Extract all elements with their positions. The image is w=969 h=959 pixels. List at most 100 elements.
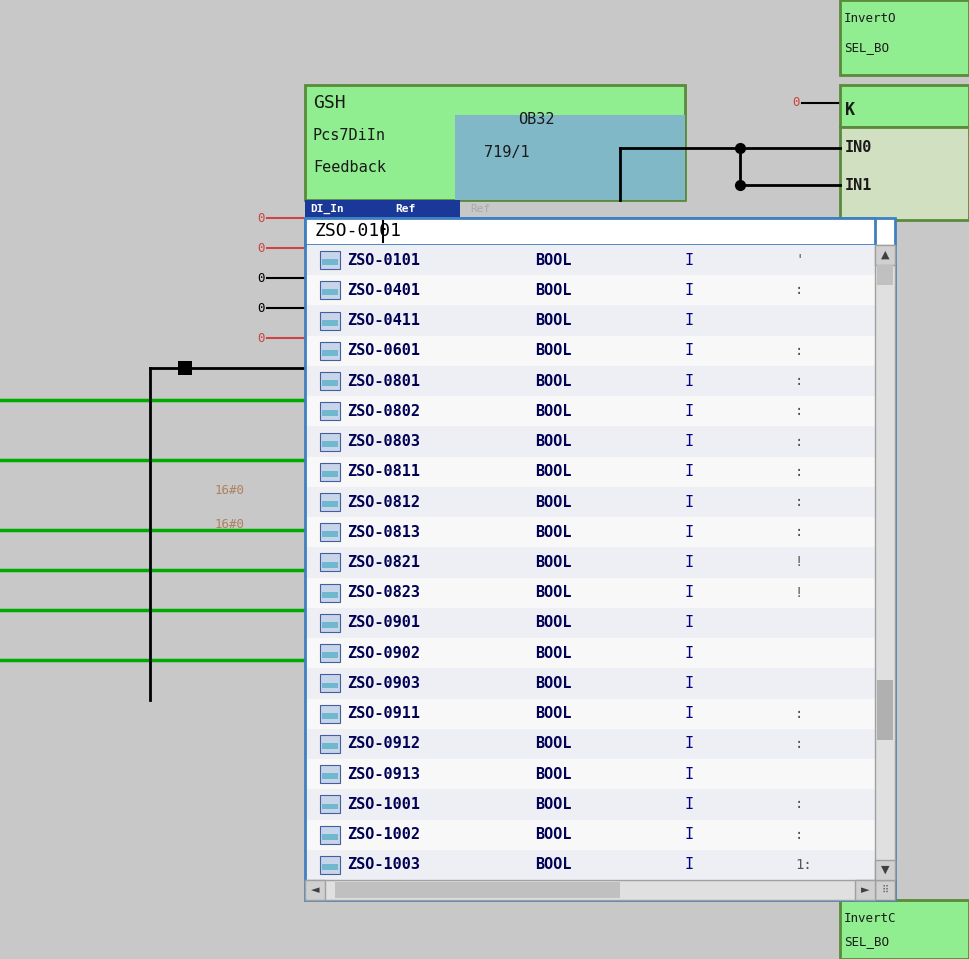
Text: :: :	[795, 707, 803, 721]
Text: DI_In: DI_In	[310, 204, 344, 214]
Text: BOOL: BOOL	[535, 525, 572, 540]
Bar	[875, 880, 895, 900]
Text: I: I	[685, 525, 694, 540]
Text: BOOL: BOOL	[535, 766, 572, 782]
Bar	[320, 765, 340, 784]
Bar	[305, 880, 875, 900]
Text: ZSO-0101: ZSO-0101	[315, 222, 402, 241]
Text: I: I	[685, 404, 694, 419]
Bar	[307, 668, 875, 698]
Bar	[307, 577, 875, 608]
Text: ZSO-0813: ZSO-0813	[347, 525, 420, 540]
Text: 1:: 1:	[795, 858, 812, 872]
Text: ▼: ▼	[881, 865, 890, 875]
Text: ZSO-0901: ZSO-0901	[347, 616, 420, 630]
Text: BOOL: BOOL	[535, 555, 572, 570]
Bar	[322, 440, 338, 447]
Bar	[320, 826, 340, 844]
Text: BOOL: BOOL	[535, 828, 572, 842]
Bar	[320, 584, 340, 601]
Text: I: I	[685, 495, 694, 509]
Text: ZSO-1002: ZSO-1002	[347, 828, 420, 842]
Text: 16#0: 16#0	[215, 483, 245, 497]
Bar	[307, 608, 875, 638]
Bar	[320, 312, 340, 330]
Text: ZSO-0903: ZSO-0903	[347, 676, 420, 690]
Bar	[322, 652, 338, 658]
Text: BOOL: BOOL	[535, 676, 572, 690]
Text: :: :	[795, 495, 803, 509]
Text: I: I	[685, 797, 694, 812]
Bar	[322, 319, 338, 326]
Bar	[305, 880, 325, 900]
Bar	[320, 251, 340, 269]
Bar	[320, 705, 340, 723]
Bar	[840, 900, 969, 959]
Text: Pcs7DiIn: Pcs7DiIn	[313, 128, 386, 143]
Bar	[322, 743, 338, 749]
Text: ▲: ▲	[881, 250, 890, 260]
Text: BOOL: BOOL	[535, 374, 572, 388]
Bar	[307, 275, 875, 306]
Text: ◄: ◄	[311, 885, 319, 895]
Text: SEL_BO: SEL_BO	[844, 935, 889, 948]
Text: ZSO-0401: ZSO-0401	[347, 283, 420, 298]
Bar	[320, 493, 340, 511]
Bar	[455, 115, 685, 200]
Bar	[320, 463, 340, 480]
Text: Ref: Ref	[470, 204, 490, 214]
Bar	[305, 85, 685, 200]
Text: I: I	[685, 283, 694, 298]
Bar	[840, 0, 969, 75]
Bar	[307, 487, 875, 517]
Bar	[322, 592, 338, 597]
Bar	[320, 433, 340, 451]
Bar	[305, 218, 875, 245]
Bar	[307, 850, 875, 880]
Text: BOOL: BOOL	[535, 434, 572, 449]
Bar	[875, 245, 895, 880]
Bar	[320, 553, 340, 572]
Bar	[840, 85, 969, 127]
Text: :: :	[795, 828, 803, 842]
Bar	[322, 773, 338, 780]
Text: :: :	[795, 374, 803, 388]
Text: GSH: GSH	[313, 94, 346, 112]
Bar	[320, 281, 340, 299]
Bar	[322, 410, 338, 416]
Bar	[320, 855, 340, 874]
Text: InvertC: InvertC	[844, 911, 896, 924]
Text: ZSO-0902: ZSO-0902	[347, 645, 420, 661]
Text: 0: 0	[258, 212, 265, 224]
Text: BOOL: BOOL	[535, 495, 572, 509]
Text: 16#0: 16#0	[215, 519, 245, 531]
Bar	[320, 674, 340, 692]
Text: BOOL: BOOL	[535, 857, 572, 873]
Text: BOOL: BOOL	[535, 464, 572, 480]
Bar	[322, 713, 338, 718]
Text: :: :	[795, 797, 803, 811]
Bar	[877, 265, 893, 285]
Text: I: I	[685, 645, 694, 661]
Text: InvertO: InvertO	[844, 12, 896, 25]
Bar	[307, 396, 875, 427]
Bar	[307, 336, 875, 366]
Text: I: I	[685, 828, 694, 842]
Bar	[322, 833, 338, 840]
Text: 0: 0	[258, 242, 265, 254]
Text: ZSO-0821: ZSO-0821	[347, 555, 420, 570]
Bar	[855, 880, 875, 900]
Bar	[322, 622, 338, 628]
Text: ZSO-0802: ZSO-0802	[347, 404, 420, 419]
Text: I: I	[685, 252, 694, 268]
Text: ZSO-1001: ZSO-1001	[347, 797, 420, 812]
Bar	[322, 562, 338, 568]
Bar	[335, 882, 620, 898]
Text: K: K	[845, 101, 855, 119]
Bar	[307, 245, 875, 275]
Bar	[322, 350, 338, 356]
Text: :: :	[795, 465, 803, 479]
Text: BOOL: BOOL	[535, 404, 572, 419]
Bar	[307, 729, 875, 759]
Text: BOOL: BOOL	[535, 706, 572, 721]
